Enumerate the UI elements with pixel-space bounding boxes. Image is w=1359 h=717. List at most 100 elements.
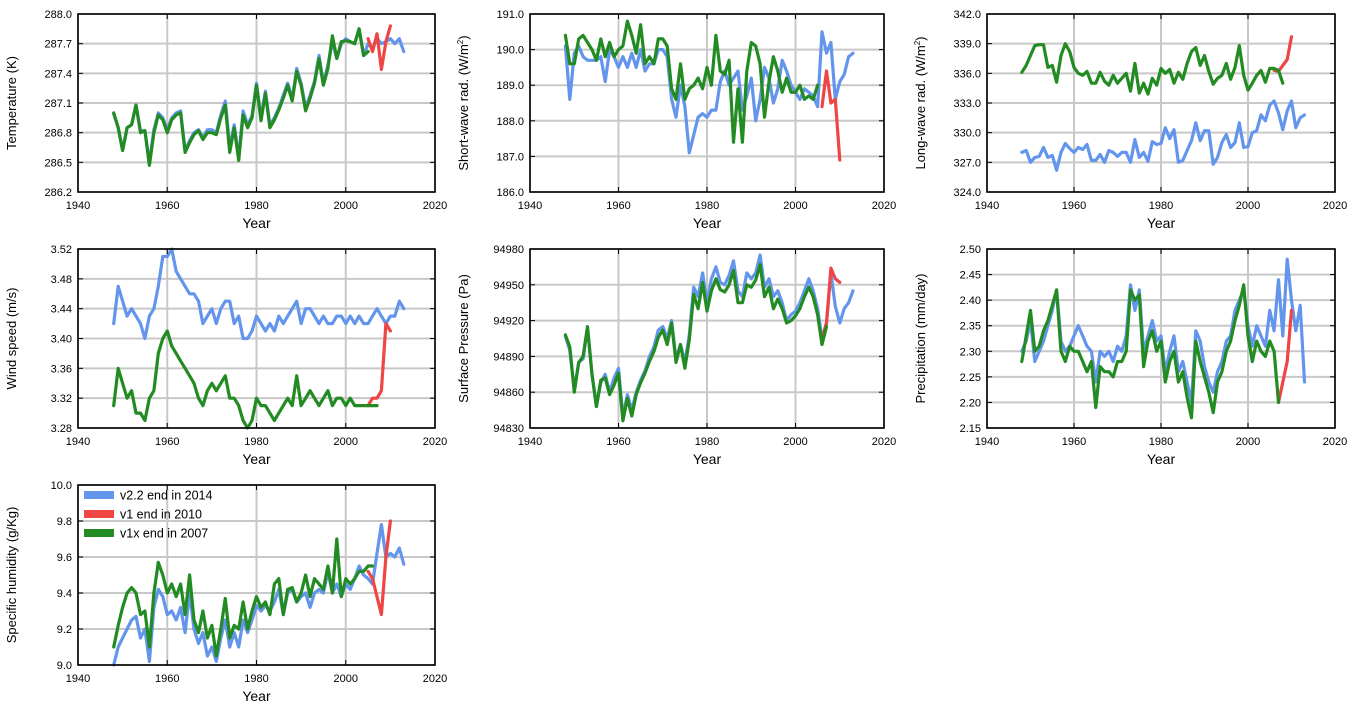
x-tick-label: 2020 (423, 436, 447, 448)
x-tick-label: 1980 (695, 200, 719, 212)
x-tick-label: 1940 (66, 673, 90, 685)
y-tick-label: 2.50 (960, 244, 981, 256)
panel-0: 286.2 286.5 286.8 287.1 287.4 287.7 288.0 1940 1… (4, 9, 447, 231)
x-tick-label: 2020 (1323, 436, 1347, 448)
series-line-v22 (563, 253, 855, 418)
series-line-v1 (820, 69, 842, 162)
y-axis-label: Long-wave rad. (W/m2) (913, 36, 928, 169)
y-tick-label: 9.6 (57, 552, 72, 564)
y-tick-label: 2.25 (960, 372, 981, 384)
x-tick-label: 2000 (1236, 436, 1260, 448)
y-tick-label: 333.0 (953, 98, 981, 110)
y-axis-label: Wind speed (m/s) (4, 288, 19, 390)
y-tick-label: 94950 (493, 280, 524, 292)
x-tick-label: 1960 (606, 436, 630, 448)
y-tick-label: 94890 (493, 351, 524, 363)
legend-label-v1: v1 end in 2010 (120, 508, 202, 522)
x-axis-label: Year (1147, 215, 1176, 231)
y-tick-label: 3.28 (51, 423, 72, 435)
y-tick-label: 10.0 (51, 480, 72, 492)
x-tick-label: 2000 (334, 673, 358, 685)
x-tick-label: 1960 (606, 200, 630, 212)
y-tick-label: 187.0 (496, 151, 524, 163)
y-tick-label: 2.40 (960, 295, 981, 307)
x-tick-label: 1980 (244, 436, 268, 448)
x-tick-label: 2000 (783, 436, 807, 448)
x-axis-label: Year (242, 451, 271, 467)
y-tick-label: 9.4 (57, 588, 72, 600)
series-line-v22 (112, 522, 406, 667)
x-tick-label: 1960 (1062, 200, 1086, 212)
y-tick-label: 94980 (493, 244, 524, 256)
series-line-v1x (1020, 42, 1285, 96)
x-tick-label: 1980 (244, 673, 268, 685)
x-axis-label: Year (693, 215, 722, 231)
series-line-v22 (112, 247, 406, 341)
y-tick-label: 287.7 (44, 39, 72, 51)
y-axis-label: Temperature (K) (4, 56, 19, 150)
x-axis-label: Year (1147, 451, 1176, 467)
y-axis-label: Short-wave rad. (W/m2) (456, 35, 471, 170)
legend: v2.2 end in 2014 v1 end in 2010 v1x end in… (84, 489, 212, 541)
panel-5: 2.15 2.20 2.25 2.30 2.35 2.40 2.45 2.50 1940 1960… (913, 244, 1347, 467)
x-tick-label: 1940 (518, 200, 542, 212)
panel-6: 9.0 9.2 9.4 9.6 9.8 10.0 1940 1960 1980 2000 2020 Y… (4, 480, 447, 704)
y-tick-label: 94830 (493, 423, 524, 435)
x-tick-label: 1940 (975, 436, 999, 448)
series-line-v1 (1272, 35, 1294, 74)
y-axis-label: Specific humidity (g/Kg) (4, 507, 19, 644)
x-tick-label: 2000 (334, 436, 358, 448)
x-axis-label: Year (693, 451, 722, 467)
series-line-v1x (112, 27, 370, 167)
y-tick-label: 94860 (493, 387, 524, 399)
panel-2: 324.0 327.0 330.0 333.0 336.0 339.0 342.0 1940 1… (913, 9, 1347, 231)
series-line-v1 (366, 519, 392, 617)
y-tick-label: 191.0 (496, 9, 524, 21)
x-tick-label: 1980 (695, 436, 719, 448)
x-tick-label: 2020 (1323, 200, 1347, 212)
x-tick-label: 1980 (1149, 200, 1173, 212)
x-tick-label: 1940 (66, 200, 90, 212)
y-tick-label: 339.0 (953, 39, 981, 51)
x-tick-label: 2020 (423, 200, 447, 212)
y-tick-label: 330.0 (953, 128, 981, 140)
y-tick-label: 327.0 (953, 157, 981, 169)
y-tick-label: 288.0 (44, 9, 72, 21)
series-line-v1 (366, 322, 392, 408)
series-line-v1x (112, 329, 379, 430)
x-tick-label: 2000 (1236, 200, 1260, 212)
y-tick-label: 186.0 (496, 187, 524, 199)
x-tick-label: 2020 (423, 673, 447, 685)
y-tick-label: 2.20 (960, 397, 981, 409)
x-tick-label: 2020 (872, 436, 896, 448)
x-tick-label: 1960 (155, 200, 179, 212)
y-tick-label: 188.0 (496, 116, 524, 128)
x-tick-label: 1960 (155, 436, 179, 448)
y-tick-label: 9.8 (57, 516, 72, 528)
y-tick-label: 2.15 (960, 423, 981, 435)
y-tick-label: 287.1 (44, 98, 72, 110)
y-axis-label: Surface Pressure (Pa) (456, 274, 471, 403)
y-tick-label: 336.0 (953, 68, 981, 80)
panel-1: 186.0 187.0 188.0 189.0 190.0 191.0 1940 1960 19… (456, 9, 896, 231)
y-tick-label: 9.2 (57, 624, 72, 636)
series-line-v1x (563, 262, 829, 423)
y-tick-label: 287.4 (44, 68, 72, 80)
series-line-v22 (1020, 99, 1307, 172)
y-axis-label: Precipitation (mm/day) (913, 273, 928, 403)
x-tick-label: 2020 (872, 200, 896, 212)
x-tick-label: 1980 (244, 200, 268, 212)
x-tick-label: 1940 (518, 436, 542, 448)
series-line-v22 (1020, 257, 1307, 404)
y-tick-label: 3.36 (51, 363, 72, 375)
y-tick-label: 9.0 (57, 660, 72, 672)
y-tick-label: 324.0 (953, 187, 981, 199)
y-tick-label: 190.0 (496, 45, 524, 57)
y-tick-label: 3.52 (51, 244, 72, 256)
y-tick-label: 3.48 (51, 274, 72, 286)
y-tick-label: 2.30 (960, 346, 981, 358)
x-tick-label: 1960 (1062, 436, 1086, 448)
y-tick-label: 189.0 (496, 80, 524, 92)
x-tick-label: 2000 (783, 200, 807, 212)
y-tick-label: 3.40 (51, 334, 72, 346)
